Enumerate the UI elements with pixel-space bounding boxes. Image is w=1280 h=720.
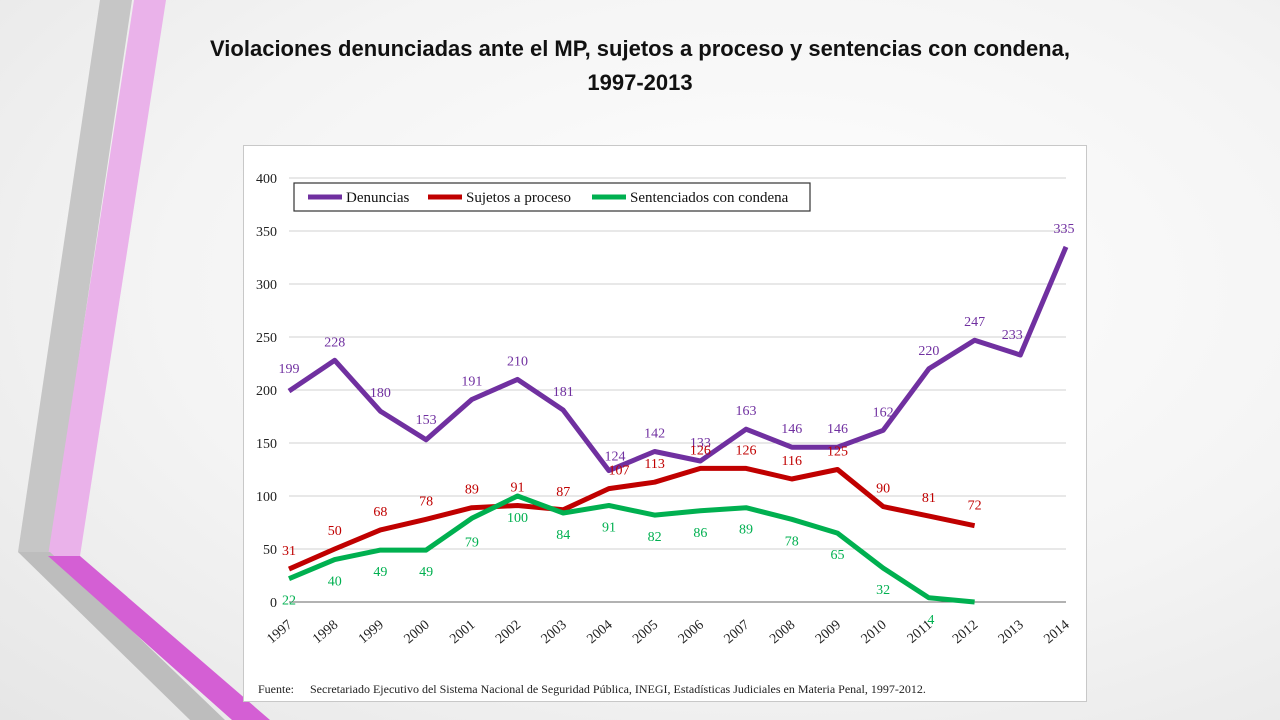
data-label-2-2000: 49 <box>419 565 433 580</box>
data-label-0-2005: 142 <box>644 426 665 441</box>
x-tick-label-1999: 1999 <box>356 618 387 647</box>
y-tick-label-300: 300 <box>256 278 277 293</box>
source-note: Fuente: Secretariado Ejecutivo del Sistem… <box>258 682 926 697</box>
x-tick-label-2009: 2009 <box>813 618 844 647</box>
x-tick-label-2004: 2004 <box>584 618 615 647</box>
x-tick-label-2002: 2002 <box>493 618 524 647</box>
x-tick-label-1998: 1998 <box>310 618 341 647</box>
data-label-0-2001: 191 <box>461 375 482 390</box>
title-line-2: 1997-2013 <box>587 70 693 95</box>
data-label-0-2008: 146 <box>781 422 802 437</box>
data-label-0-2012: 247 <box>964 315 985 330</box>
data-label-0-2004: 124 <box>604 450 625 465</box>
slide-title: Violaciones denunciadas ante el MP, suje… <box>90 32 1190 100</box>
x-tick-label-2013: 2013 <box>996 618 1027 647</box>
series-line-2 <box>288 493 975 605</box>
data-label-2-2002: 100 <box>507 511 528 526</box>
data-label-0-2007: 163 <box>736 404 757 419</box>
series-line-0 <box>287 245 1069 474</box>
data-label-1-2006: 126 <box>690 443 711 458</box>
x-tick-label-2006: 2006 <box>676 618 707 647</box>
data-label-2-2009: 65 <box>830 548 844 563</box>
data-label-2-2008: 78 <box>785 534 799 549</box>
y-tick-label-250: 250 <box>256 331 277 346</box>
x-tick-label-1997: 1997 <box>264 618 295 647</box>
x-tick-label-2005: 2005 <box>630 618 661 647</box>
y-tick-label-50: 50 <box>263 543 277 558</box>
data-label-2-2007: 89 <box>739 523 753 538</box>
data-label-0-2006: 133 <box>690 436 711 451</box>
data-label-1-1998: 50 <box>328 524 342 539</box>
title-line-1: Violaciones denunciadas ante el MP, suje… <box>210 36 1070 61</box>
data-label-1-2000: 78 <box>419 494 433 509</box>
data-label-0-1999: 180 <box>370 386 391 401</box>
x-tick-label-2010: 2010 <box>859 618 890 647</box>
data-label-2-2005: 82 <box>648 530 662 545</box>
data-label-0-2014: 335 <box>1054 222 1075 237</box>
data-label-2-2004: 91 <box>602 521 616 536</box>
data-label-0-2003: 181 <box>553 385 574 400</box>
data-label-2-2006: 86 <box>693 526 707 541</box>
y-tick-label-350: 350 <box>256 225 277 240</box>
data-label-0-1997: 199 <box>279 362 300 377</box>
y-tick-label-100: 100 <box>256 490 277 505</box>
data-label-0-2013: 233 <box>1002 328 1023 343</box>
data-label-1-2001: 89 <box>465 483 479 498</box>
data-label-2-1999: 49 <box>373 565 387 580</box>
deco-gray-lower <box>18 552 225 720</box>
x-tick-label-2012: 2012 <box>950 618 981 647</box>
x-tick-label-2007: 2007 <box>722 618 753 647</box>
y-tick-label-200: 200 <box>256 384 277 399</box>
legend-label-1: Sujetos a proceso <box>466 190 571 206</box>
deco-pink-stripe <box>48 0 166 556</box>
data-label-0-2009: 146 <box>827 422 848 437</box>
data-label-1-2011: 81 <box>922 491 936 506</box>
data-label-1-2003: 87 <box>556 485 570 500</box>
series-line-1 <box>287 465 976 572</box>
data-label-1-1999: 68 <box>373 505 387 520</box>
data-label-2-2010: 32 <box>876 583 890 598</box>
data-label-0-2000: 153 <box>416 413 437 428</box>
y-tick-label-150: 150 <box>256 437 277 452</box>
data-label-2-1997: 22 <box>282 594 296 609</box>
deco-gray-stripe <box>18 0 132 552</box>
chart-frame: 0 50 100 150 200 250 300 350 400 1997 1998 1999 2000… <box>243 145 1087 702</box>
source-text: Secretariado Ejecutivo del Sistema Nacio… <box>310 682 926 696</box>
x-tick-label-2001: 2001 <box>447 618 478 647</box>
legend-label-0: Denuncias <box>346 190 409 206</box>
data-label-2-2011: 4 <box>927 613 934 628</box>
data-label-2-1998: 40 <box>328 575 342 590</box>
data-label-1-2009: 125 <box>827 445 848 460</box>
data-label-0-2002: 210 <box>507 354 528 369</box>
y-tick-label-400: 400 <box>256 172 277 187</box>
x-tick-label-2008: 2008 <box>767 618 798 647</box>
x-tick-label-2003: 2003 <box>539 618 570 647</box>
data-label-1-2007: 126 <box>736 443 757 458</box>
data-label-1-2005: 113 <box>644 457 664 472</box>
data-label-2-2003: 84 <box>556 528 570 543</box>
legend-label-2: Sentenciados con condena <box>630 190 789 206</box>
data-label-1-2008: 116 <box>782 454 802 469</box>
data-label-2-2001: 79 <box>465 535 479 550</box>
data-label-0-1998: 228 <box>324 335 345 350</box>
data-label-0-2010: 162 <box>873 405 894 420</box>
data-label-1-2002: 91 <box>511 481 525 496</box>
x-tick-label-2000: 2000 <box>402 618 433 647</box>
y-tick-label-0: 0 <box>270 596 277 611</box>
data-label-1-2010: 90 <box>876 482 890 497</box>
data-label-0-2011: 220 <box>918 344 939 359</box>
source-label: Fuente: <box>258 682 294 696</box>
data-label-1-2004: 107 <box>608 464 629 479</box>
data-label-1-1997: 31 <box>282 544 296 559</box>
data-label-1-2012: 72 <box>968 499 982 514</box>
legend-box <box>293 182 811 212</box>
x-tick-label-2014: 2014 <box>1041 618 1072 647</box>
deco-magenta-lower <box>48 556 270 720</box>
